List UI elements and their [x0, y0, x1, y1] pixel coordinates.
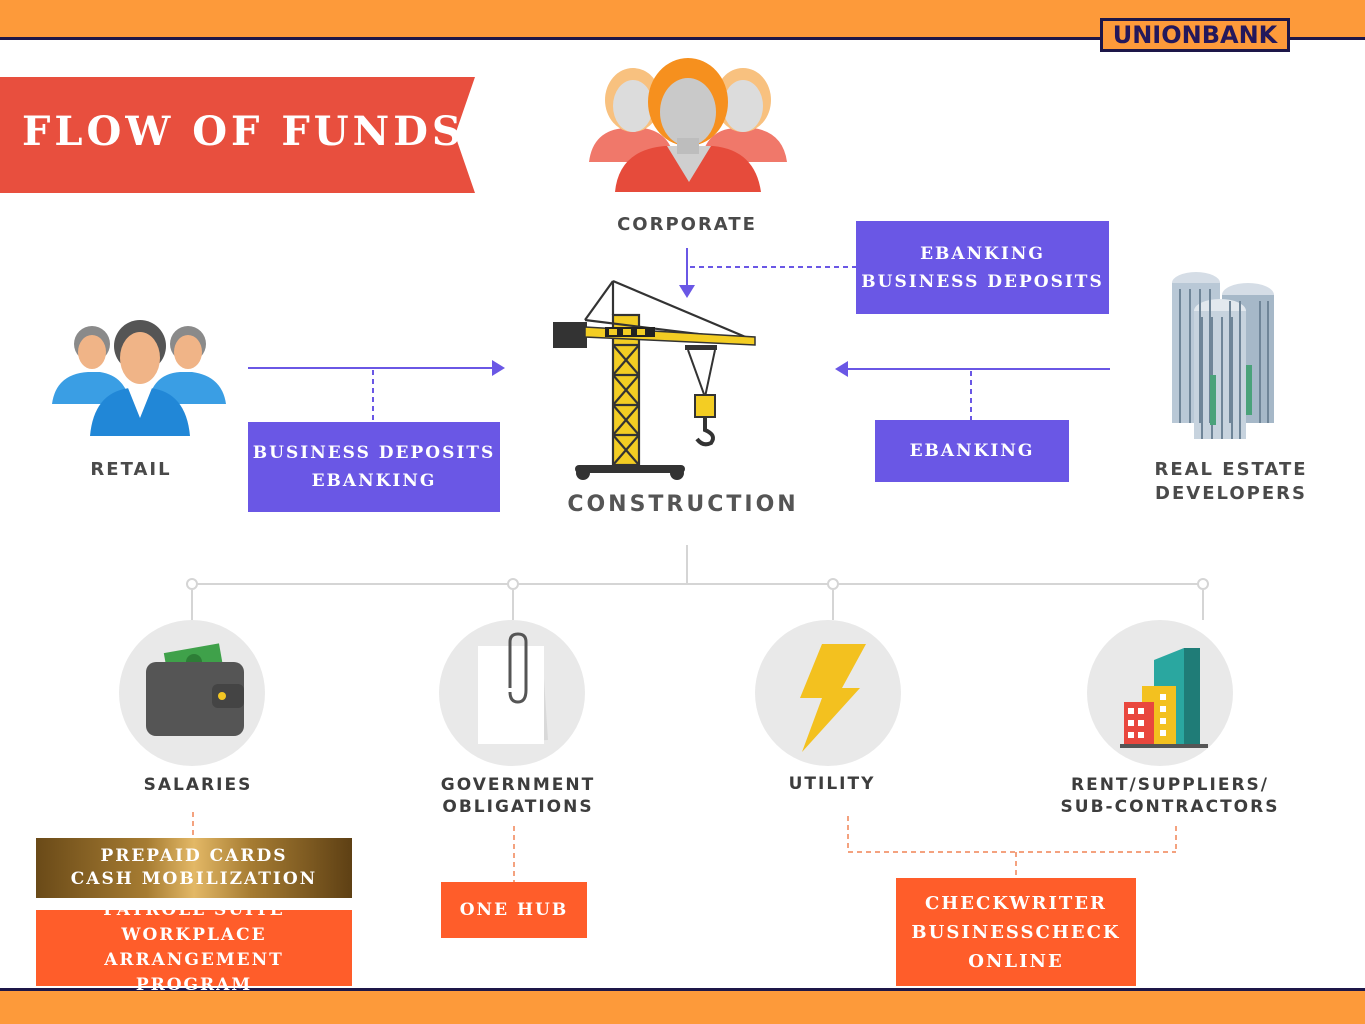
bottom-divider-line — [0, 988, 1365, 991]
corporate-label: CORPORATE — [617, 214, 757, 235]
salaries-label: SALARIES — [143, 775, 253, 795]
retail-group-icon — [52, 320, 226, 436]
bottom-orange-bar — [0, 991, 1365, 1024]
lightning-bolt-icon — [800, 644, 866, 752]
retail-products-box: BUSINESS DEPOSITS EBANKING — [248, 422, 500, 512]
payroll-suite-box: PAYROLL SUITE WORKPLACE ARRANGEMENT PROG… — [36, 900, 352, 995]
skyscraper-icon — [1172, 272, 1274, 439]
retail-label: RETAIL — [90, 459, 172, 480]
corporate-group-icon — [589, 58, 787, 192]
real-estate-label: REAL ESTATE DEVELOPERS — [1154, 459, 1308, 504]
title-ribbon — [0, 77, 475, 193]
prepaid-cards-box: PREPAID CARDS CASH MOBILIZATION — [36, 838, 352, 898]
corporate-products-box: EBANKING BUSINESS DEPOSITS — [856, 221, 1109, 314]
rent-suppliers-label: RENT/SUPPLIERS/ SUB-CONTRACTORS — [1060, 775, 1280, 817]
real-estate-products-box: EBANKING — [875, 420, 1069, 482]
government-obligations-label: GOVERNMENT OBLIGATIONS — [440, 775, 596, 817]
crane-icon — [553, 279, 756, 480]
checkwriter-box: CHECKWRITER BUSINESSCHECK ONLINE — [896, 878, 1136, 986]
wallet-icon — [146, 643, 244, 736]
paper-clip-document-icon — [478, 632, 548, 744]
construction-label: CONSTRUCTION — [567, 492, 799, 517]
utility-label: UTILITY — [788, 774, 876, 794]
buildings-icon — [1120, 648, 1208, 748]
page-title: FLOW OF FUNDS — [22, 108, 465, 155]
unionbank-logo: UNIONBANK — [1100, 18, 1290, 52]
top-divider-line — [0, 37, 1365, 40]
one-hub-box: ONE HUB — [441, 882, 587, 938]
